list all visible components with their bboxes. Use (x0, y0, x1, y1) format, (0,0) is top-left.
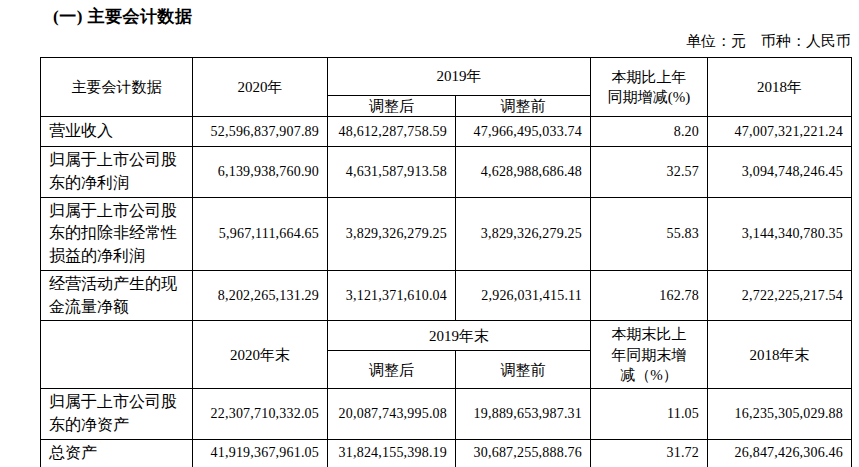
header-adjusted-after: 调整后 (328, 351, 456, 389)
header-row-annual: 主要会计数据 2020年 2019年 本期比上年 同期增减(%) 2018年 (41, 58, 852, 96)
value-yoy-change: 55.83 (591, 197, 708, 270)
page-title: (一) 主要会计数据 (53, 5, 193, 28)
value-2018: 47,007,321,221.24 (708, 117, 852, 147)
value-2018: 2,722,225,217.54 (708, 270, 852, 320)
row-label: 归属于上市公司股东的扣除非经常性损益的净利润 (41, 197, 193, 270)
value-2019-adjusted-after: 4,631,587,913.58 (328, 147, 456, 197)
header-2018-end: 2018年末 (708, 321, 852, 389)
accounting-table: 主要会计数据 2020年 2019年 本期比上年 同期增减(%) 2018年 调… (40, 57, 852, 467)
header-2020: 2020年 (193, 58, 328, 117)
value-2018: 3,094,748,246.45 (708, 147, 852, 197)
value-2020: 8,202,265,131.29 (193, 270, 328, 320)
header-2020-end: 2020年末 (193, 321, 328, 389)
report-page: (一) 主要会计数据 单位：元 币种：人民币 主要会计数据 2020年 2019… (0, 0, 859, 467)
value-2019-adjusted-after: 48,612,287,758.59 (328, 117, 456, 147)
value-2020: 5,967,111,664.65 (193, 197, 328, 270)
value-2019-adjusted-before: 3,829,326,279.25 (456, 197, 591, 270)
header-adjusted-before: 调整前 (456, 96, 591, 117)
value-2018: 3,144,340,780.35 (708, 197, 852, 270)
header-period-end-change: 本期末比上 年同期末增 减（%） (591, 321, 708, 389)
table-row: 归属于上市公司股东的净利润 6,139,938,760.90 4,631,587… (41, 147, 852, 197)
header-adjusted-before: 调整前 (456, 351, 591, 389)
value-2019-end-adjusted-after: 20,087,743,995.08 (328, 389, 456, 439)
header-main-metrics: 主要会计数据 (41, 58, 193, 117)
header-2019-end-group: 2019年末 (328, 321, 591, 351)
unit-currency-note: 单位：元 币种：人民币 (40, 32, 851, 51)
header-empty (41, 321, 193, 389)
table-row: 经营活动产生的现金流量净额 8,202,265,131.29 3,121,371… (41, 270, 852, 320)
value-yoy-change: 8.20 (591, 117, 708, 147)
value-2019-end-adjusted-before: 19,889,653,987.31 (456, 389, 591, 439)
value-2019-adjusted-after: 3,829,326,279.25 (328, 197, 456, 270)
value-2019-end-adjusted-after: 31,824,155,398.19 (328, 439, 456, 467)
value-2019-end-adjusted-before: 30,687,255,888.76 (456, 439, 591, 467)
header-row-period-end: 2020年末 2019年末 本期末比上 年同期末增 减（%） 2018年末 (41, 321, 852, 351)
header-yoy-change: 本期比上年 同期增减(%) (591, 58, 708, 117)
value-2019-adjusted-after: 3,121,371,610.04 (328, 270, 456, 320)
row-label: 经营活动产生的现金流量净额 (41, 270, 193, 320)
value-2018-end: 16,235,305,029.88 (708, 389, 852, 439)
value-period-end-change: 11.05 (591, 389, 708, 439)
value-2020-end: 41,919,367,961.05 (193, 439, 328, 467)
value-2018-end: 26,847,426,306.46 (708, 439, 852, 467)
value-yoy-change: 162.78 (591, 270, 708, 320)
row-label: 总资产 (41, 439, 193, 467)
value-2020: 6,139,938,760.90 (193, 147, 328, 197)
value-yoy-change: 32.57 (591, 147, 708, 197)
header-adjusted-after: 调整后 (328, 96, 456, 117)
value-2019-adjusted-before: 4,628,988,686.48 (456, 147, 591, 197)
header-2018: 2018年 (708, 58, 852, 117)
row-label: 营业收入 (41, 117, 193, 147)
value-2019-adjusted-before: 47,966,495,033.74 (456, 117, 591, 147)
value-2020: 52,596,837,907.89 (193, 117, 328, 147)
table-row: 营业收入 52,596,837,907.89 48,612,287,758.59… (41, 117, 852, 147)
table-row: 总资产 41,919,367,961.05 31,824,155,398.19 … (41, 439, 852, 467)
table-row: 归属于上市公司股东的扣除非经常性损益的净利润 5,967,111,664.65 … (41, 197, 852, 270)
row-label: 归属于上市公司股东的净利润 (41, 147, 193, 197)
row-label: 归属于上市公司股东的净资产 (41, 389, 193, 439)
value-2020-end: 22,307,710,332.05 (193, 389, 328, 439)
accounting-table-container: 主要会计数据 2020年 2019年 本期比上年 同期增减(%) 2018年 调… (40, 57, 852, 467)
value-period-end-change: 31.72 (591, 439, 708, 467)
header-2019-group: 2019年 (328, 58, 591, 96)
value-2019-adjusted-before: 2,926,031,415.11 (456, 270, 591, 320)
table-row: 归属于上市公司股东的净资产 22,307,710,332.05 20,087,7… (41, 389, 852, 439)
